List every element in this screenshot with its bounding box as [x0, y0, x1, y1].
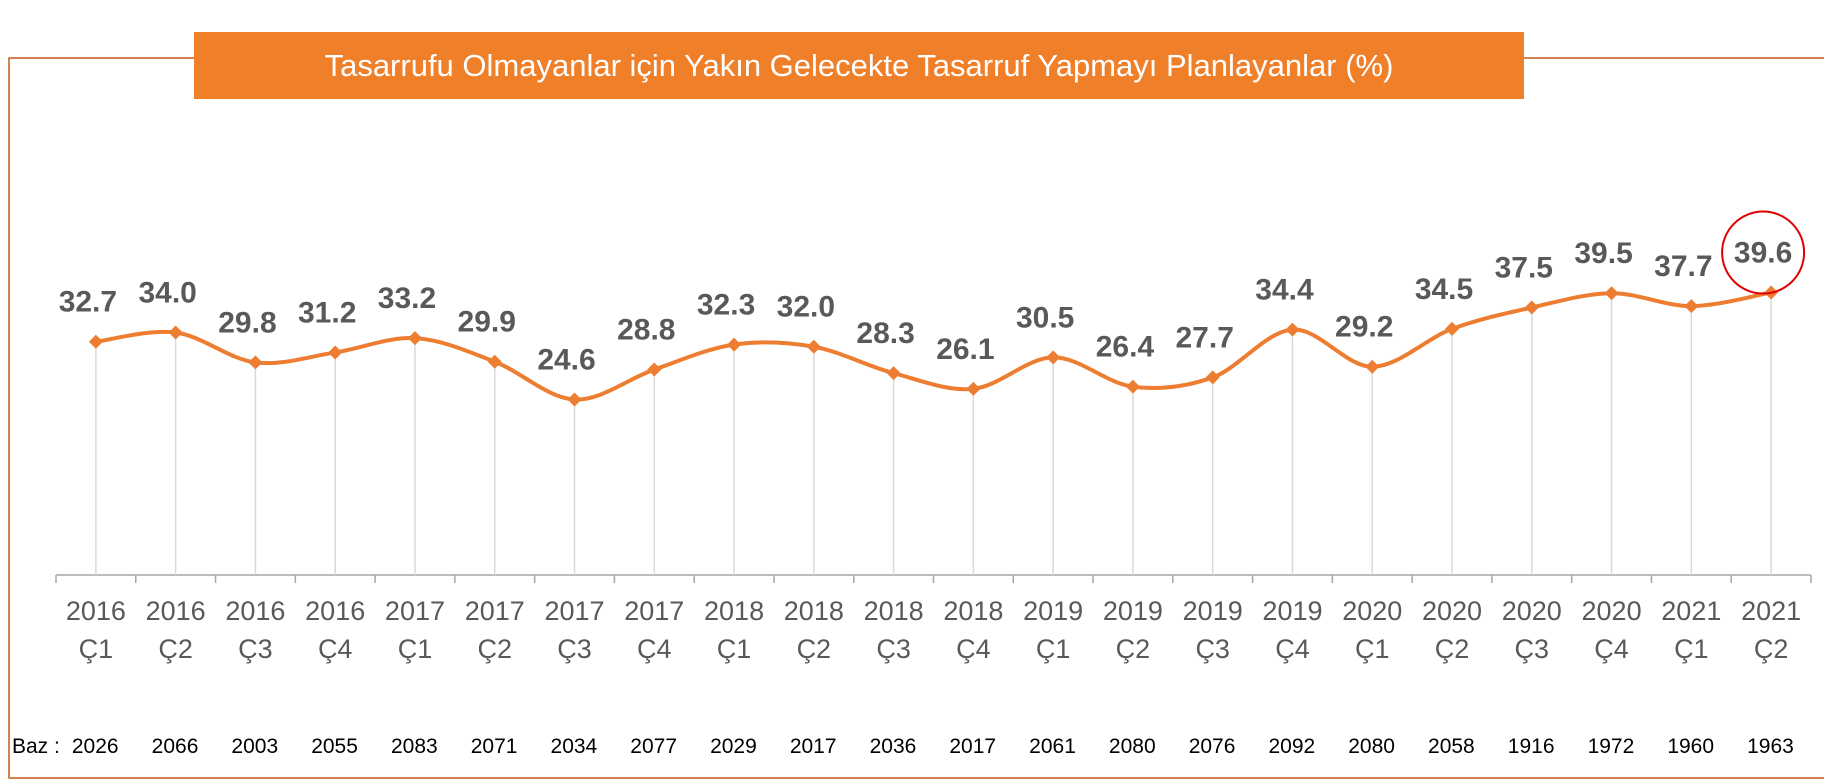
marker [1604, 286, 1619, 301]
x-tick-label: 2019 Ç4 [1262, 596, 1323, 664]
data-label: 26.1 [936, 333, 994, 366]
data-label: 39.6 [1734, 237, 1792, 270]
frame [8, 57, 1824, 779]
marker [1445, 321, 1460, 336]
x-tick-label: 2016 Ç1 [65, 596, 126, 664]
base-value: 2036 [869, 735, 917, 758]
base-value: 2061 [1029, 735, 1076, 758]
marker [328, 345, 343, 360]
x-tick-label: 2019 Ç3 [1182, 596, 1243, 664]
data-label: 28.8 [617, 314, 675, 347]
marker [1365, 359, 1380, 374]
x-tick-label: 2016 Ç4 [305, 596, 366, 664]
x-tick-label: 2020 Ç3 [1501, 596, 1562, 664]
chart-title: Tasarrufu Olmayanlar için Yakın Gelecekt… [194, 32, 1524, 99]
base-value: 2066 [151, 735, 199, 758]
base-value: 2003 [231, 735, 279, 758]
base-value: 2055 [311, 735, 358, 758]
data-label: 29.9 [458, 306, 516, 339]
data-label: 28.3 [856, 317, 914, 350]
marker [1205, 370, 1220, 385]
base-value: 1960 [1667, 735, 1715, 758]
data-label: 32.3 [697, 289, 755, 322]
x-tick-label: 2018 Ç1 [704, 596, 765, 664]
x-tick-label: 2020 Ç4 [1581, 596, 1642, 664]
base-value: 1916 [1507, 735, 1555, 758]
base-value: 2017 [789, 735, 837, 758]
x-tick-label: 2017 Ç1 [384, 596, 445, 664]
x-tick-label: 2019 Ç1 [1023, 596, 1084, 664]
x-tick-label: 2017 Ç2 [464, 596, 525, 664]
marker [248, 355, 263, 370]
highlight [1721, 210, 1806, 295]
marker [1285, 322, 1300, 337]
marker [487, 354, 502, 369]
data-label: 30.5 [1016, 301, 1074, 334]
x-tick-label: 2017 Ç3 [544, 596, 605, 664]
base-value: 2026 [71, 735, 119, 758]
x-tick-label: 2021 Ç1 [1661, 596, 1722, 664]
marker [567, 392, 582, 407]
base-value: 2092 [1268, 735, 1316, 758]
data-label: 34.5 [1415, 273, 1473, 306]
data-label: 37.7 [1654, 250, 1712, 283]
marker [407, 331, 422, 346]
marker [1684, 299, 1699, 314]
data-label: 29.8 [218, 306, 276, 339]
x-tick-label: 2018 Ç2 [783, 596, 844, 664]
data-label: 33.2 [378, 282, 436, 315]
data-label: 37.5 [1495, 252, 1553, 285]
marker [88, 334, 103, 349]
marker [168, 325, 183, 340]
base-value: 2080 [1348, 735, 1395, 758]
data-label: 32.7 [59, 286, 117, 319]
x-tick-label: 2016 Ç3 [225, 596, 286, 664]
data-label: 24.6 [537, 344, 595, 377]
marker [966, 381, 981, 396]
marker [886, 366, 901, 381]
base-value: 2034 [550, 735, 598, 758]
data-label: 29.2 [1335, 311, 1393, 344]
base-value: 2017 [949, 735, 997, 758]
x-tick-label: 2016 Ç2 [145, 596, 206, 664]
marker [1046, 350, 1061, 365]
x-tick-label: 2018 Ç3 [863, 596, 924, 664]
x-tick-label: 2021 Ç2 [1741, 596, 1802, 664]
marker [806, 339, 821, 354]
line [95, 290, 1772, 402]
base-value: 1963 [1747, 735, 1794, 758]
marker [727, 337, 742, 352]
marker [647, 362, 662, 377]
base-value: 1972 [1587, 735, 1635, 758]
base-value: 2071 [470, 735, 518, 758]
base-value: 2076 [1188, 735, 1236, 758]
base-value: 2058 [1428, 735, 1475, 758]
marker [1125, 379, 1140, 394]
base-value: 2083 [390, 735, 438, 758]
marker [1524, 300, 1539, 315]
x-tick-label: 2018 Ç4 [943, 596, 1004, 664]
data-label: 34.4 [1255, 274, 1314, 307]
data-label: 27.7 [1176, 321, 1234, 354]
base-value: 2029 [710, 735, 757, 758]
base-label: Baz : [12, 735, 60, 758]
x-tick-label: 2020 Ç2 [1421, 596, 1483, 664]
x-tick-label: 2017 Ç4 [624, 596, 685, 664]
data-label: 31.2 [298, 296, 356, 329]
x-tick-label: 2020 Ç1 [1342, 596, 1403, 664]
data-label: 34.0 [138, 276, 196, 309]
data-label: 32.0 [777, 291, 835, 324]
data-label: 26.4 [1096, 331, 1155, 364]
data-label: 39.5 [1574, 237, 1632, 270]
base-value: 2077 [630, 735, 677, 758]
x-tick-label: 2019 Ç2 [1102, 596, 1163, 664]
base-value: 2080 [1108, 735, 1156, 758]
